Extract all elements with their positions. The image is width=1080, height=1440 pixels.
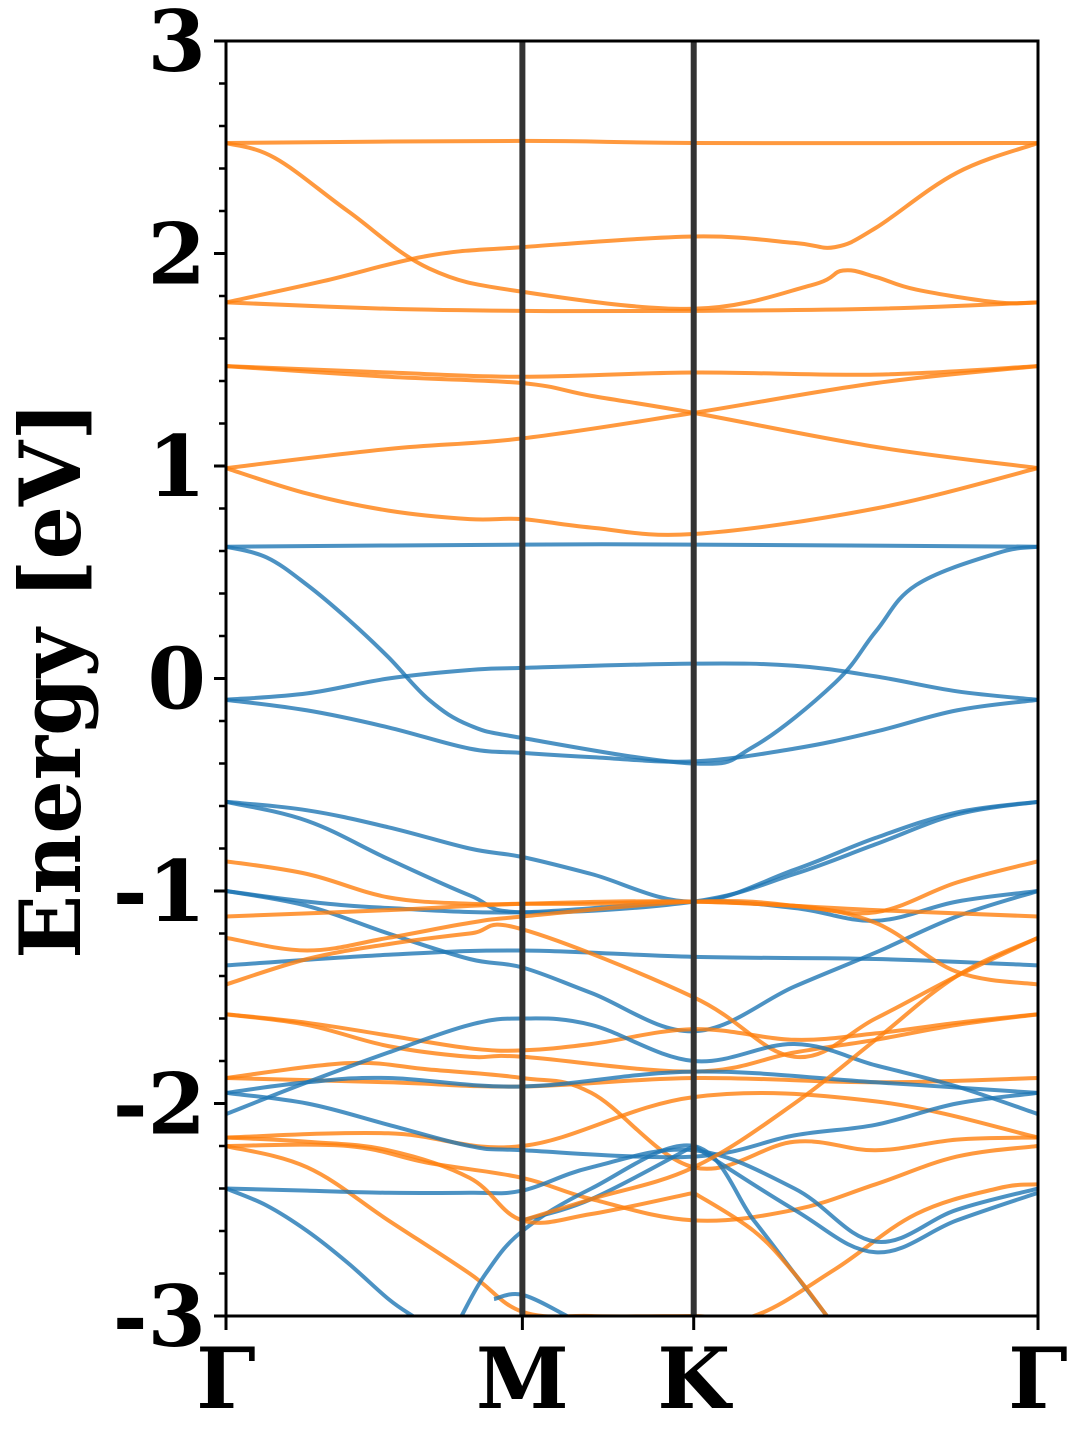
blue-band-line-32 <box>226 1186 414 1316</box>
y-tick-label: 2 <box>148 205 206 304</box>
y-tick-label: -1 <box>113 842 206 941</box>
orange-band-line-21 <box>226 1012 1038 1053</box>
blue-band-line-8 <box>226 542 1038 549</box>
blue-band-line-12 <box>226 799 1038 904</box>
orange-band-line-25 <box>226 1060 1038 1171</box>
orange-band-line-2 <box>226 141 1038 305</box>
blue-band-line-9 <box>226 544 1038 766</box>
blue-band-line-15 <box>226 889 1038 1034</box>
y-tick-label: -2 <box>113 1055 206 1154</box>
orange-band-line-27 <box>226 1144 1038 1316</box>
orange-band-line-22 <box>226 1012 1038 1074</box>
blue-band-line-31 <box>226 1147 1038 1244</box>
orange-band-line-5 <box>226 364 1038 379</box>
orange-band-line-7 <box>226 466 1038 537</box>
y-tick-label: 0 <box>148 630 206 729</box>
x-tick-label-3: Γ <box>1008 1329 1068 1428</box>
x-tick-label-2: K <box>657 1329 733 1428</box>
y-tick-label: 3 <box>148 0 206 91</box>
blue-band-line-36 <box>692 1144 1038 1255</box>
y-axis-label: Energy [eV] <box>1 401 100 959</box>
blue-band-line-29 <box>226 1016 1038 1116</box>
orange-band-line-37 <box>521 935 1038 1223</box>
kpoint-lines <box>519 41 697 1316</box>
orange-band-line-19 <box>226 898 1038 987</box>
blue-band-line-30 <box>226 1090 1038 1160</box>
orange-band-line-18 <box>226 859 1038 916</box>
orange-band-line-4 <box>226 364 1038 471</box>
y-tick-label: -3 <box>113 1267 206 1366</box>
orange-band-line-26 <box>226 1142 1038 1223</box>
y-axis-ticks: 3 2 1 0 -1 -2 -3 <box>113 0 226 1366</box>
y-tick-label: 1 <box>148 417 206 516</box>
band-series <box>226 138 1038 1316</box>
x-tick-label-1: M <box>476 1329 569 1428</box>
orange-band-line-38 <box>226 1135 695 1225</box>
blue-band-line-16 <box>226 948 1038 968</box>
orange-band-line-3 <box>226 300 1038 314</box>
orange-band-line-20 <box>226 922 1038 1060</box>
blue-band-line-28 <box>226 1069 1038 1095</box>
x-tick-label-0: Γ <box>196 1329 256 1428</box>
blue-band-line-11 <box>226 697 1038 764</box>
orange-band-line-6 <box>226 364 1038 471</box>
orange-band-line-1 <box>226 141 1038 311</box>
orange-band-line-39 <box>692 1191 829 1316</box>
orange-band-line-24 <box>226 1091 1038 1150</box>
blue-band-line-10 <box>226 661 1038 702</box>
orange-band-line-0 <box>226 138 1038 146</box>
